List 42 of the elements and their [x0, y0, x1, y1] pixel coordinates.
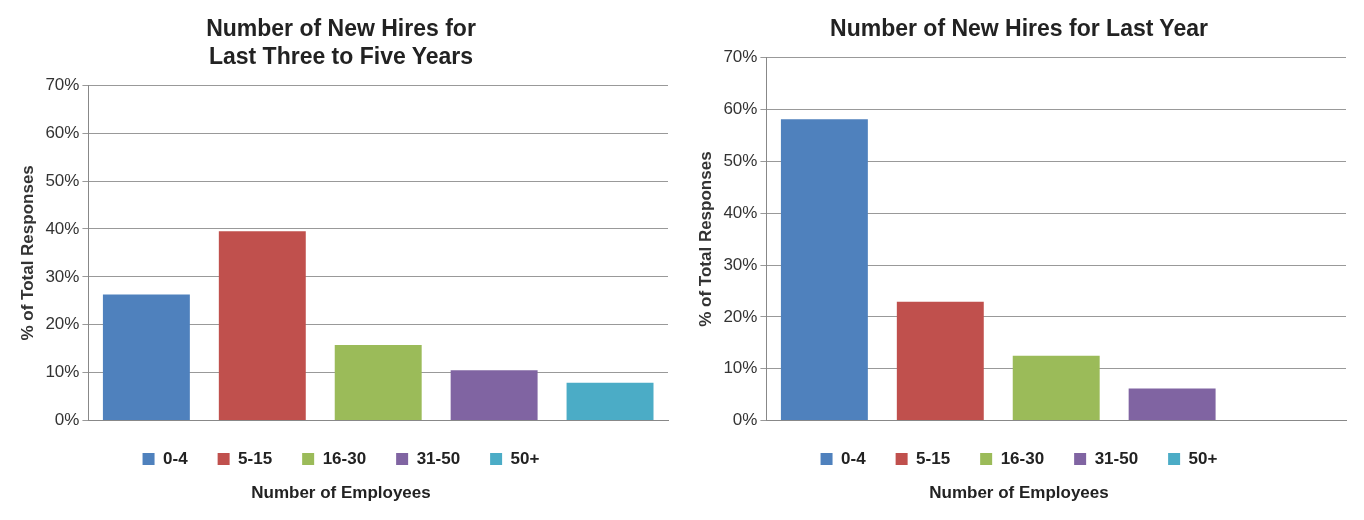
y-axis-title: % of Total Responses: [695, 151, 715, 327]
y-tick-label: 50%: [45, 170, 80, 190]
bar: [1128, 388, 1216, 421]
legend-label: 5-15: [238, 448, 273, 468]
legend-label: 31-50: [1094, 448, 1139, 468]
y-tick-label: 50%: [723, 151, 758, 170]
y-tick-label: 60%: [723, 99, 758, 119]
legend-label: 0-4: [163, 448, 189, 468]
y-tick-label: 0%: [54, 410, 80, 430]
x-axis-title: Number of Employees: [929, 483, 1109, 503]
chart-title: Number of New Hires for Last Year: [830, 15, 1208, 42]
bar: [450, 370, 538, 421]
text: Number of New Hires for: [206, 15, 476, 42]
bar: [566, 382, 654, 421]
legend-label: 0-4: [841, 448, 867, 468]
y-tick-label: 70%: [723, 47, 758, 67]
legend-label: 31-50: [416, 448, 461, 468]
y-tick-label: 20%: [45, 314, 80, 334]
y-tick-label: 40%: [723, 202, 758, 222]
y-tick-label: 20%: [723, 306, 758, 326]
bar: [896, 301, 984, 421]
y-tick-label: 10%: [45, 362, 80, 382]
y-tick-label: 0%: [732, 410, 758, 430]
bar: [334, 344, 422, 421]
y-tick-label: 60%: [45, 122, 80, 142]
legend-label: 50+: [1188, 448, 1218, 468]
legend-label: 16-30: [322, 448, 367, 468]
bar: [1012, 355, 1100, 421]
y-tick-label: 30%: [723, 254, 758, 274]
legend-label: 50+: [510, 448, 540, 468]
y-tick-label: 70%: [45, 74, 80, 94]
bar: [218, 231, 306, 421]
x-axis-title: Number of Employees: [251, 483, 431, 503]
text: Last Three to Five Years: [208, 42, 474, 69]
y-axis-title: % of Total Responses: [17, 165, 37, 341]
bar: [780, 119, 868, 421]
y-tick-label: 30%: [45, 266, 80, 286]
legend-label: 5-15: [916, 448, 951, 468]
legend-label: 16-30: [1000, 448, 1045, 468]
y-tick-label: 40%: [45, 218, 80, 238]
y-tick-label: 10%: [723, 358, 758, 378]
bar: [102, 294, 190, 421]
